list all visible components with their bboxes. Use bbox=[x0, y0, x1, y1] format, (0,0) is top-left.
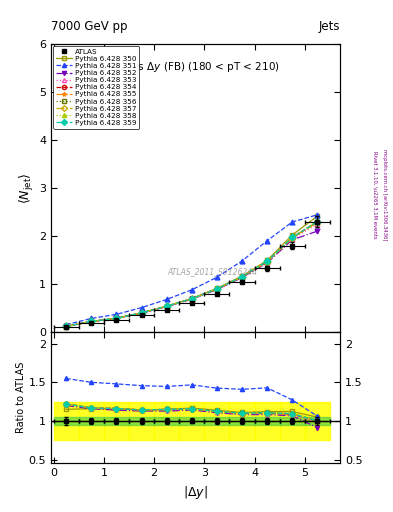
Text: Jets: Jets bbox=[318, 20, 340, 33]
Y-axis label: $\langle N_\mathsf{jet}\rangle$: $\langle N_\mathsf{jet}\rangle$ bbox=[18, 172, 36, 204]
Text: 7000 GeV pp: 7000 GeV pp bbox=[51, 20, 128, 33]
Legend: ATLAS, Pythia 6.428 350, Pythia 6.428 351, Pythia 6.428 352, Pythia 6.428 353, P: ATLAS, Pythia 6.428 350, Pythia 6.428 35… bbox=[53, 46, 139, 129]
Text: mcplots.cern.ch [arXiv:1306.3436]: mcplots.cern.ch [arXiv:1306.3436] bbox=[382, 149, 387, 240]
Text: $N_\mathsf{jet}$ vs $\Delta y$ (FB) (180 < pT < 210): $N_\mathsf{jet}$ vs $\Delta y$ (FB) (180… bbox=[111, 61, 280, 75]
Text: ATLAS_2011_S9126244: ATLAS_2011_S9126244 bbox=[168, 267, 258, 276]
Text: Rivet 3.1.10, \u2265 3.1M events: Rivet 3.1.10, \u2265 3.1M events bbox=[373, 151, 378, 239]
X-axis label: $|\Delta y|$: $|\Delta y|$ bbox=[183, 484, 208, 501]
Y-axis label: Ratio to ATLAS: Ratio to ATLAS bbox=[16, 362, 26, 434]
